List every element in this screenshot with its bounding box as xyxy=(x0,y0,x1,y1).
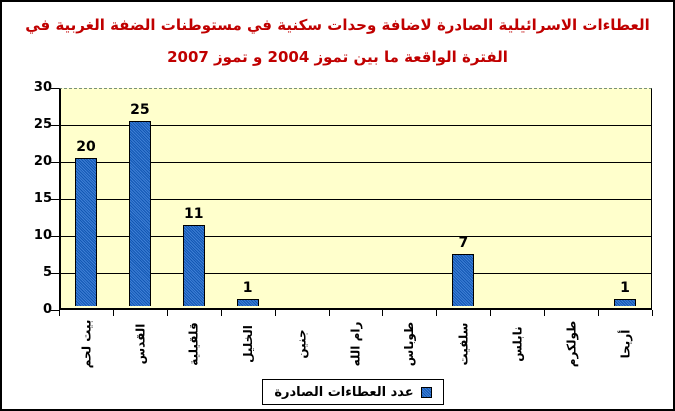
gridline xyxy=(59,162,652,163)
bar-value-label: 20 xyxy=(76,139,96,155)
bar-value-label: 11 xyxy=(184,205,204,222)
gridline xyxy=(59,125,652,126)
x-axis-category-label: جنين xyxy=(275,313,329,375)
x-axis-category-label-text: جنين xyxy=(294,329,309,359)
x-axis-category-label: الخليل xyxy=(221,313,275,375)
x-axis-tick xyxy=(59,310,60,316)
legend-series-swatch-icon xyxy=(420,386,432,398)
x-axis-category-label-text: طولكرم xyxy=(564,320,579,368)
bar-value-label: 1 xyxy=(242,279,253,296)
x-axis-tick xyxy=(274,310,276,316)
gridline xyxy=(59,199,652,200)
y-axis-tick xyxy=(51,273,59,274)
x-axis-tick xyxy=(382,310,384,316)
bar xyxy=(614,298,637,306)
x-axis-category-label: طولكرم xyxy=(544,313,598,375)
x-axis-category-label-text: أريحا xyxy=(618,329,633,359)
x-axis-category-label-text: نابلس xyxy=(510,326,525,362)
bar xyxy=(452,254,475,306)
x-axis-tick xyxy=(112,310,114,316)
x-axis-category-label-text: رام الله xyxy=(348,321,363,367)
y-axis-tick-label: 25 xyxy=(33,117,52,132)
y-axis-tick xyxy=(51,88,59,89)
x-axis-category-label: نابلس xyxy=(490,313,544,375)
x-axis-category-label-text: طوباس xyxy=(402,321,417,367)
y-axis-tick xyxy=(51,125,59,126)
x-axis-category-label-text: القدس xyxy=(132,323,147,365)
x-axis-category-label: القدس xyxy=(113,313,167,375)
chart-title-line1: العطاءات الاسرائيلية الصادرة لاضافة وحدا… xyxy=(25,16,650,34)
x-axis-category-label-text: الخليل xyxy=(240,325,255,363)
x-axis-tick xyxy=(166,310,168,316)
x-axis-category-label-text: سلفيت xyxy=(456,322,471,366)
y-axis-tick xyxy=(51,310,59,311)
x-axis-tick xyxy=(490,310,492,316)
x-axis-category-label: طوباس xyxy=(382,313,436,375)
x-axis-category-label-text: بيت لحم xyxy=(78,319,93,369)
x-axis-category-label: بيت لحم xyxy=(59,313,113,375)
x-axis-tick xyxy=(328,310,330,316)
chart-title: العطاءات الاسرائيلية الصادرة لاضافة وحدا… xyxy=(2,9,673,73)
y-axis-tick-label: 5 xyxy=(42,265,52,280)
x-axis-tick xyxy=(598,310,600,316)
gridline xyxy=(59,273,652,274)
y-axis-tick-label: 30 xyxy=(33,80,52,95)
legend-series-label: عدد العطاءات الصادرة xyxy=(274,384,414,400)
x-axis-category-label: رام الله xyxy=(329,313,383,375)
x-axis-category-label: أريحا xyxy=(598,313,652,375)
chart-title-line2: الفترة الواقعة ما بين تموز 2004 و تموز 2… xyxy=(167,48,508,66)
bar xyxy=(236,298,259,306)
bar-value-label: 7 xyxy=(458,235,469,252)
y-axis-tick-label: 15 xyxy=(33,191,52,206)
legend-box: عدد العطاءات الصادرة xyxy=(262,379,444,405)
y-axis-tick xyxy=(51,162,59,163)
bar xyxy=(182,224,205,306)
x-axis-tick xyxy=(544,310,546,316)
bar-value-label: 1 xyxy=(620,279,630,296)
bar xyxy=(128,121,151,306)
y-axis-tick xyxy=(51,236,59,237)
gridline xyxy=(59,236,652,237)
x-axis-category-label: سلفيت xyxy=(436,313,490,375)
y-axis-tick-label: 0 xyxy=(42,302,52,317)
y-axis-tick-label: 20 xyxy=(33,154,52,169)
y-axis-tick-label: 10 xyxy=(33,228,52,243)
x-axis-tick xyxy=(652,310,653,316)
bar-value-label: 25 xyxy=(130,102,150,118)
bar xyxy=(74,158,97,306)
x-axis-category-label: قلقيلية xyxy=(167,313,221,375)
x-axis-tick xyxy=(220,310,222,316)
x-axis-tick xyxy=(436,310,438,316)
y-axis-tick xyxy=(51,199,59,200)
x-axis-category-label-text: قلقيلية xyxy=(186,322,201,366)
